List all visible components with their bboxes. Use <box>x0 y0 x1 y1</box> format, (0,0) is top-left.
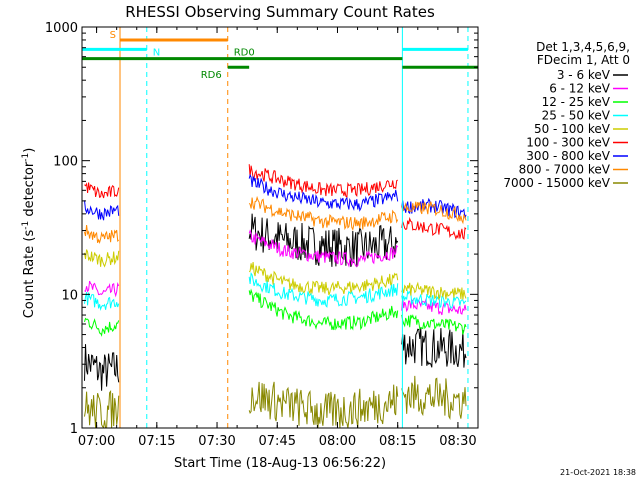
series-50-100-kev-seg-2 <box>401 281 467 301</box>
y-axis-label-prefix: Count Rate (s <box>22 230 37 319</box>
series-50-100-kev-seg-1 <box>248 262 399 296</box>
x-tick-label-3: 07:45 <box>259 434 296 449</box>
y-axis-label-sup-2: -1 <box>21 153 31 162</box>
legend-label-2: 12 - 25 keV <box>542 95 611 109</box>
series-7000-15000-kev-seg-0 <box>84 389 120 429</box>
series-3-6-kev-seg-1 <box>248 213 399 268</box>
legend-label-0: 3 - 6 keV <box>557 68 611 82</box>
series-6-12-kev-seg-1 <box>248 229 399 268</box>
legend-label-6: 300 - 800 keV <box>526 149 610 163</box>
legend-label-8: 7000 - 15000 keV <box>503 176 610 190</box>
state-label-rd6: RD6 <box>201 70 222 81</box>
series-7000-15000-kev-seg-2 <box>401 375 467 421</box>
series-3-6-kev-seg-0 <box>84 344 120 391</box>
series-100-300-kev-seg-2 <box>401 216 467 241</box>
state-label-s: S <box>110 30 116 41</box>
y-tick-label-2: 100 <box>53 155 78 170</box>
series-300-800-kev-seg-0 <box>84 200 120 221</box>
legend-label-4: 50 - 100 keV <box>534 122 611 136</box>
x-tick-label-1: 07:15 <box>138 434 175 449</box>
y-axis-label-sup: -1 <box>21 221 31 230</box>
y-axis-label-suffix: detector <box>22 161 37 221</box>
series-800-7000-kev-seg-2 <box>401 201 467 225</box>
series-300-800-kev-seg-1 <box>248 173 399 212</box>
plot-frame <box>81 26 479 429</box>
y-tick-label-1: 10 <box>61 288 78 303</box>
series-12-25-kev-seg-1 <box>248 288 399 331</box>
legend-label-5: 100 - 300 keV <box>526 136 610 150</box>
y-tick-label-3: 1000 <box>45 21 78 36</box>
legend-header-2: FDecim 1, Att 0 <box>537 53 630 67</box>
series-100-300-kev-seg-0 <box>84 182 120 199</box>
x-tick-label-0: 07:00 <box>78 434 115 449</box>
series-800-7000-kev-seg-1 <box>248 195 399 232</box>
series-12-25-kev-seg-2 <box>401 314 467 335</box>
x-tick-label-5: 08:15 <box>379 434 416 449</box>
series-6-12-kev-seg-0 <box>84 280 120 298</box>
series-25-50-kev-seg-2 <box>401 289 467 309</box>
series-25-50-kev-seg-0 <box>84 291 120 312</box>
x-tick-label-2: 07:30 <box>198 434 235 449</box>
legend-label-7: 800 - 7000 keV <box>519 163 611 177</box>
chart-title: RHESSI Observing Summary Count Rates <box>125 3 435 21</box>
series-12-25-kev-seg-0 <box>84 317 120 337</box>
state-label-rd0: RD0 <box>234 48 255 59</box>
legend-label-3: 25 - 50 keV <box>542 109 611 123</box>
legend-label-1: 6 - 12 keV <box>549 82 611 96</box>
plot-area: S N RD0 RD6 <box>82 27 478 429</box>
y-axis: 1 10 100 1000 <box>45 21 478 437</box>
series-50-100-kev-seg-0 <box>84 249 120 268</box>
series-100-300-kev-seg-1 <box>248 164 398 199</box>
legend: Det 1,3,4,5,6,9, FDecim 1, Att 0 3 - 6 k… <box>503 40 630 190</box>
timestamp: 21-Oct-2021 18:38 <box>560 468 636 477</box>
y-axis-label: Count Rate (s-1 detector-1) <box>21 148 37 319</box>
y-axis-label-close: ) <box>22 148 37 153</box>
series-3-6-kev-seg-2 <box>401 327 467 368</box>
x-tick-label-6: 08:30 <box>439 434 476 449</box>
series-25-50-kev-seg-1 <box>248 271 399 308</box>
series-800-7000-kev-seg-0 <box>84 224 120 244</box>
series-7000-15000-kev-seg-1 <box>248 381 399 429</box>
legend-header-1: Det 1,3,4,5,6,9, <box>536 40 630 54</box>
x-axis-label: Start Time (18-Aug-13 06:56:22) <box>174 456 386 471</box>
y-tick-label-0: 1 <box>70 422 78 437</box>
state-label-n: N <box>153 47 160 58</box>
x-tick-label-4: 08:00 <box>319 434 356 449</box>
x-axis: 07:00 07:15 07:30 07:45 08:00 08:15 08:30 <box>78 27 479 449</box>
